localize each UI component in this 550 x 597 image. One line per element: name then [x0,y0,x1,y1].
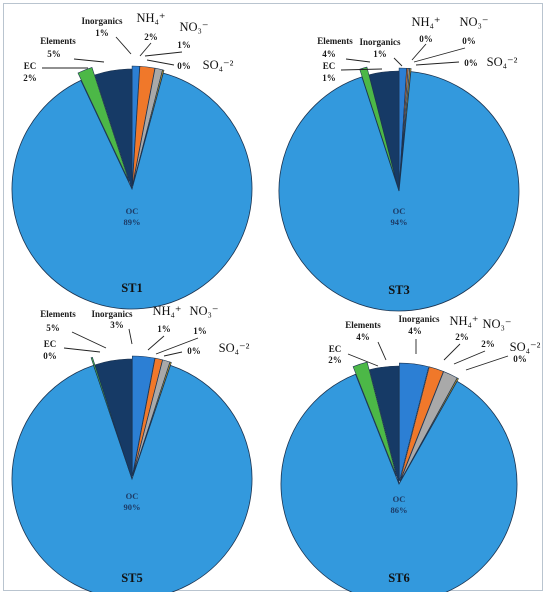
leader-line-st3-inorganics [393,57,403,67]
figure-panel: OC 89% Inorganics 1% NH₄⁺ 2% NO₃⁻ 1% SO₄⁻² 0% Elem… [3,3,543,597]
label-st6-nh4-value: 2% [455,332,469,342]
label-st3-ec-value: 1% [322,73,336,83]
leader-line-st6-elements [377,341,387,361]
chart-title-st3: ST3 [388,283,410,297]
leader-line-st1-elements [73,58,105,63]
leader-line-st6-so4-2 [465,355,509,371]
pie-slice-st6-elements [369,365,400,485]
label-st3-ec-name: EC [323,61,336,71]
leader-line-st5-ec [63,347,101,353]
leader-line-st6-nh4 [443,343,461,361]
label-st1-ec-name: EC [24,61,37,71]
label-st5-no3-name: NO₃⁻ [189,304,218,318]
pie-slice-st1-ec [77,67,130,182]
label-st3-no3-value: 0% [462,36,476,46]
pie-slice-st1-elements [94,68,133,190]
label-st6-ec-value: 2% [328,355,342,365]
label-st5-so4-2-value: 0% [187,346,201,356]
label-st1-ec-value: 2% [23,73,37,83]
label-st6-so4-2-name: SO₄⁻² [510,340,541,354]
label-st3-oc-value: 94% [391,217,408,227]
label-st3-elements-value: 4% [322,49,336,59]
label-st1-elements-value: 5% [47,49,61,59]
pie-charts-svg: OC89%Inorganics1%NH₄⁺2%NO₃⁻1%SO₄⁻²0%Elem… [11,11,541,597]
label-st3-so4-2-name: SO₄⁻² [487,55,518,69]
leader-line-st1-nh4 [139,42,152,57]
label-st5-no3-value: 1% [193,326,207,336]
label-st6-nh4-name: NH₄⁺ [449,314,478,328]
label-st1-no3-name: NO₃⁻ [179,20,208,34]
label-st5-ec-name: EC [44,339,57,349]
label-st5-oc-value: 90% [124,502,141,512]
label-st6-elements-value: 4% [356,332,370,342]
label-st6-so4-2-value: 0% [513,354,527,364]
label-st3-nh4-value: 0% [419,34,433,44]
pie-slice-st6-nh4 [399,366,444,482]
label-st1-so4-2-value: 0% [177,61,191,71]
leader-line-st5-no3 [155,337,199,355]
pie-slice-st5-ec [90,356,130,472]
label-st6-inorganics-value: 4% [408,326,422,336]
label-st6-no3-value: 2% [481,339,495,349]
leader-line-st3-no3 [413,47,466,63]
leader-line-st1-no3 [144,51,183,57]
pie-slice-st5-elements [94,358,133,480]
chart-title-st5: ST5 [121,571,143,585]
label-st1-oc-name: OC [126,206,139,216]
leader-line-st5-inorganics [128,328,133,345]
label-st6-oc-name: OC [393,494,406,504]
leader-line-st1-inorganics [115,36,132,55]
label-st1-no3-value: 1% [177,40,191,50]
label-st1-elements-name: Elements [40,36,76,46]
leader-line-st3-nh4 [411,43,427,61]
label-st5-nh4-name: NH₄⁺ [152,304,181,318]
label-st1-nh4-name: NH₄⁺ [136,11,165,25]
chart-title-st1: ST1 [121,281,143,295]
leader-line-st6-no3 [453,350,486,365]
label-st1-inorganics-value: 1% [95,28,109,38]
label-st3-elements-name: Elements [317,36,353,46]
label-st6-elements-name: Elements [345,320,381,330]
leader-line-st5-so4-2 [163,351,183,357]
label-st1-so4-2-name: SO₄⁻² [203,58,234,72]
label-st6-no3-name: NO₃⁻ [482,317,511,331]
label-st3-inorganics-value: 1% [373,49,387,59]
chart-title-st6: ST6 [388,571,410,585]
label-st5-oc-name: OC [126,491,139,501]
leader-line-st3-elements [345,58,371,63]
label-st3-oc-name: OC [393,206,406,216]
label-st3-so4-2-value: 0% [464,58,478,68]
pie-slice-st3-elements [368,70,400,192]
label-st3-inorganics-name: Inorganics [359,37,401,47]
label-st5-elements-value: 5% [46,323,60,333]
label-st5-nh4-value: 1% [157,324,171,334]
pie-slice-st5-oc [11,364,253,597]
leader-line-st6-ec [347,353,379,367]
label-st5-ec-value: 0% [43,351,57,361]
leader-line-st3-ec [340,68,383,71]
pie-slice-st6-oc [280,373,518,597]
label-st5-inorganics-name: Inorganics [91,309,133,319]
leader-line-st5-nh4 [147,335,165,351]
label-st1-oc-value: 89% [124,217,141,227]
leader-line-st5-elements [71,331,107,349]
label-st6-inorganics-name: Inorganics [398,314,440,324]
pie-slice-st1-oc [11,72,253,310]
pie-slice-st6-inorganics [399,362,430,482]
pie-slice-st3-oc [278,71,520,312]
label-st3-nh4-name: NH₄⁺ [411,15,440,29]
leader-line-st1-so4-2 [146,59,175,66]
label-st6-oc-value: 86% [391,505,408,515]
label-st5-elements-name: Elements [40,309,76,319]
label-st1-nh4-value: 2% [144,32,158,42]
label-st1-inorganics-name: Inorganics [81,16,123,26]
label-st5-so4-2-name: SO₄⁻² [219,341,250,355]
label-st6-ec-name: EC [329,344,342,354]
label-st5-inorganics-value: 3% [110,320,124,330]
label-st3-no3-name: NO₃⁻ [459,15,488,29]
pie-slice-st5-inorganics [131,355,156,477]
leader-line-st3-so4-2 [415,61,460,66]
